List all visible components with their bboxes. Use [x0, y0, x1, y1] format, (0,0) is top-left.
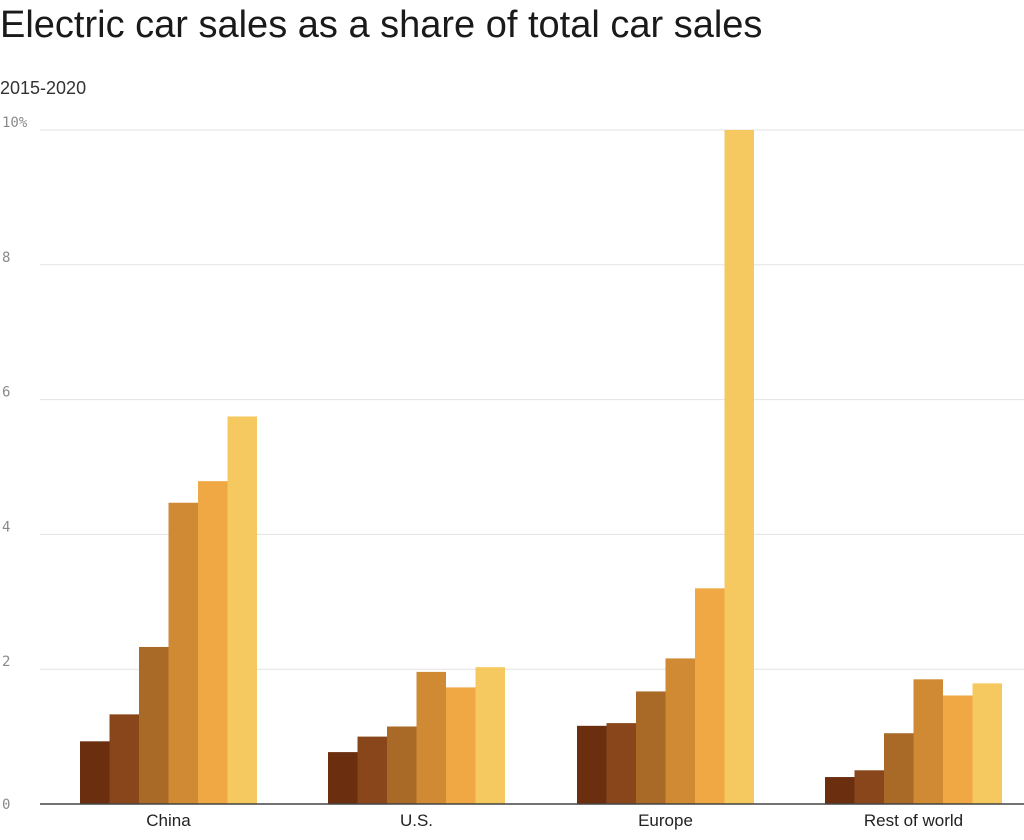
chart-subtitle: 2015-2020 [0, 78, 87, 98]
bar [328, 752, 358, 804]
bar [80, 741, 110, 804]
bar [665, 658, 695, 804]
bar [606, 723, 636, 804]
bar [227, 416, 257, 804]
bar [198, 481, 228, 804]
y-tick-label: 0 [2, 797, 10, 813]
y-tick-label: 4 [2, 519, 10, 535]
bar [854, 770, 884, 804]
bar [139, 646, 169, 804]
bar [884, 733, 914, 804]
bar [825, 777, 855, 804]
bar [695, 588, 725, 804]
bar [577, 725, 607, 804]
bar [168, 502, 198, 804]
x-category-label: Europe [638, 811, 693, 830]
bars [80, 130, 1002, 804]
bar [913, 679, 943, 804]
x-category-label: Rest of world [864, 811, 963, 830]
y-tick-label: 8 [2, 250, 10, 266]
bar [943, 695, 973, 804]
bar [724, 130, 754, 804]
bar [475, 667, 505, 804]
y-axis: 0 2 4 6 8 10% [2, 115, 28, 813]
y-tick-label: 6 [2, 385, 10, 401]
bar [972, 683, 1002, 804]
chart-title: Electric car sales as a share of total c… [0, 4, 763, 46]
x-axis: China U.S. Europe Rest of world [146, 811, 963, 830]
bar [636, 691, 666, 804]
bar [357, 736, 387, 804]
x-category-label: U.S. [400, 811, 433, 830]
x-category-label: China [146, 811, 191, 830]
bar [387, 726, 417, 804]
bar [416, 671, 446, 804]
y-tick-label: 10% [2, 115, 28, 131]
y-tick-label: 2 [2, 654, 10, 670]
bar [446, 687, 476, 804]
bar [109, 714, 139, 804]
